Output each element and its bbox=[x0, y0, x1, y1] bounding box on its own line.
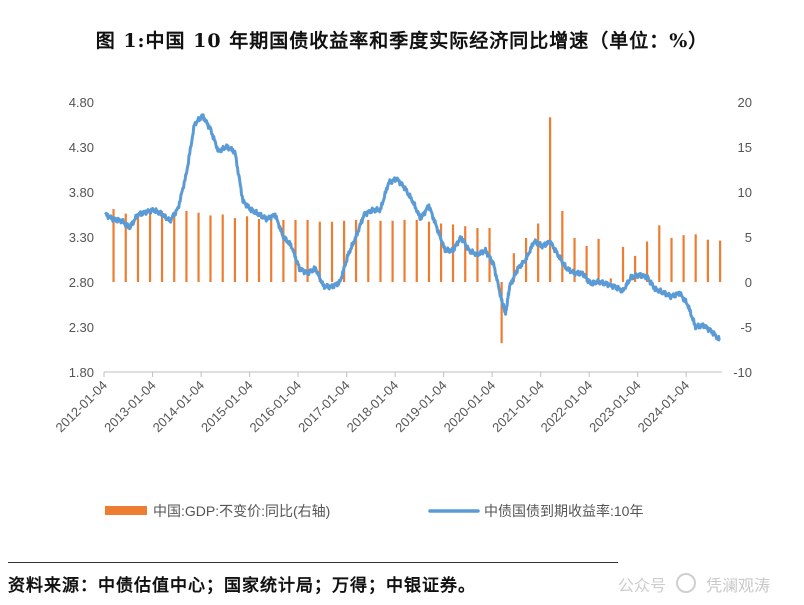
watermark-text: 凭澜观涛 bbox=[706, 578, 771, 595]
left-tick-label: 1.80 bbox=[69, 365, 94, 380]
right-tick-label: 15 bbox=[738, 140, 752, 155]
gdp-bar bbox=[573, 237, 576, 282]
gdp-bar bbox=[367, 219, 370, 282]
x-tick-label: 2018-01-04 bbox=[344, 378, 402, 436]
watermark-sub: 公众号 bbox=[618, 578, 667, 595]
right-tick-label: 5 bbox=[745, 230, 752, 245]
gdp-bar bbox=[682, 235, 685, 282]
legend: 中国:GDP:不变价:同比(右轴) 中债国债到期收益率:10年 bbox=[105, 503, 643, 519]
right-tick-label: 20 bbox=[738, 95, 752, 110]
right-tick-label: 0 bbox=[745, 275, 752, 290]
x-tick-label: 2013-01-04 bbox=[101, 378, 159, 436]
gdp-bar bbox=[379, 220, 382, 282]
yield-line bbox=[104, 113, 721, 342]
gdp-bar bbox=[233, 218, 237, 282]
gdp-bar bbox=[112, 209, 115, 282]
gdp-bar bbox=[306, 219, 309, 282]
gdp-bar bbox=[403, 219, 406, 282]
x-tick-label: 2015-01-04 bbox=[198, 378, 256, 436]
x-tick-label: 2012-01-04 bbox=[52, 378, 110, 436]
bar-series bbox=[112, 117, 722, 344]
gdp-bar bbox=[270, 219, 273, 282]
gdp-bar bbox=[500, 282, 503, 344]
gdp-bar bbox=[439, 223, 443, 282]
gdp-bar bbox=[658, 225, 661, 282]
x-tick-label: 2017-01-04 bbox=[295, 378, 353, 436]
gdp-bar bbox=[597, 238, 600, 282]
gdp-bar bbox=[173, 213, 176, 282]
x-tick-label: 2020-01-04 bbox=[441, 378, 499, 436]
gdp-bar bbox=[343, 220, 346, 282]
chart: 1.80 2.30 2.80 3.30 3.80 4.30 4.80 -10 -5 0 5 10 15 2… bbox=[52, 95, 752, 519]
x-tick-label: 2019-01-04 bbox=[392, 378, 450, 436]
gdp-bar bbox=[634, 255, 637, 282]
gdp-bar bbox=[512, 253, 515, 282]
gdp-bar bbox=[354, 219, 358, 282]
gdp-bar bbox=[719, 240, 722, 282]
gdp-bar bbox=[197, 212, 200, 282]
gdp-bar bbox=[537, 223, 540, 282]
gdp-bar bbox=[694, 234, 697, 282]
gdp-bar bbox=[185, 210, 188, 282]
gdp-bar bbox=[209, 215, 212, 282]
gdp-bar bbox=[427, 221, 431, 282]
gdp-bar bbox=[621, 246, 625, 282]
x-tick-label: 2016-01-04 bbox=[247, 378, 305, 436]
gdp-bar bbox=[670, 237, 673, 282]
gdp-bar bbox=[391, 220, 394, 282]
x-tick-label: 2023-01-04 bbox=[586, 378, 644, 436]
gdp-bar bbox=[245, 216, 249, 282]
source-divider bbox=[8, 562, 618, 563]
left-tick-label: 3.30 bbox=[69, 230, 94, 245]
left-tick-label: 2.30 bbox=[69, 320, 94, 335]
gdp-bar bbox=[160, 210, 164, 282]
gdp-bar bbox=[221, 214, 224, 282]
gdp-bar bbox=[585, 246, 588, 282]
watermark-icon bbox=[676, 573, 696, 593]
gdp-bar bbox=[330, 221, 334, 282]
x-tick-label: 2022-01-04 bbox=[538, 378, 596, 436]
left-tick-label: 2.80 bbox=[69, 275, 94, 290]
left-tick-label: 3.80 bbox=[69, 185, 94, 200]
source-note: 资料来源：中债估值中心；国家统计局；万得；中银证券。 bbox=[8, 576, 476, 596]
gdp-bar bbox=[464, 226, 467, 282]
gdp-bar bbox=[706, 239, 709, 282]
left-tick-label: 4.80 bbox=[69, 95, 94, 110]
gdp-bar bbox=[124, 213, 127, 282]
legend-line-label: 中债国债到期收益率:10年 bbox=[484, 503, 643, 519]
gdp-bar bbox=[609, 278, 612, 282]
gdp-bar bbox=[561, 210, 564, 282]
left-tick-label: 4.30 bbox=[69, 140, 94, 155]
right-tick-label: 10 bbox=[738, 185, 752, 200]
line-series bbox=[104, 113, 721, 342]
x-tick-label: 2021-01-04 bbox=[489, 378, 547, 436]
gdp-bar bbox=[415, 219, 418, 282]
right-tick-label: -10 bbox=[733, 365, 752, 380]
x-tick-label: 2014-01-04 bbox=[150, 378, 208, 436]
gdp-bar bbox=[136, 214, 140, 282]
legend-bar-swatch bbox=[105, 506, 147, 515]
gdp-bar bbox=[549, 117, 552, 282]
gdp-bar bbox=[148, 209, 152, 282]
gdp-bar bbox=[257, 219, 261, 282]
chart-title: 图 1:中国 10 年期国债收益率和季度实际经济同比增速（单位：%） bbox=[95, 30, 709, 52]
x-tick-label: 2024-01-04 bbox=[635, 378, 693, 436]
gdp-bar bbox=[282, 219, 285, 282]
gdp-bar bbox=[318, 221, 321, 282]
gdp-bar bbox=[645, 241, 649, 282]
right-tick-label: -5 bbox=[740, 320, 752, 335]
legend-bar-label: 中国:GDP:不变价:同比(右轴) bbox=[153, 503, 330, 519]
